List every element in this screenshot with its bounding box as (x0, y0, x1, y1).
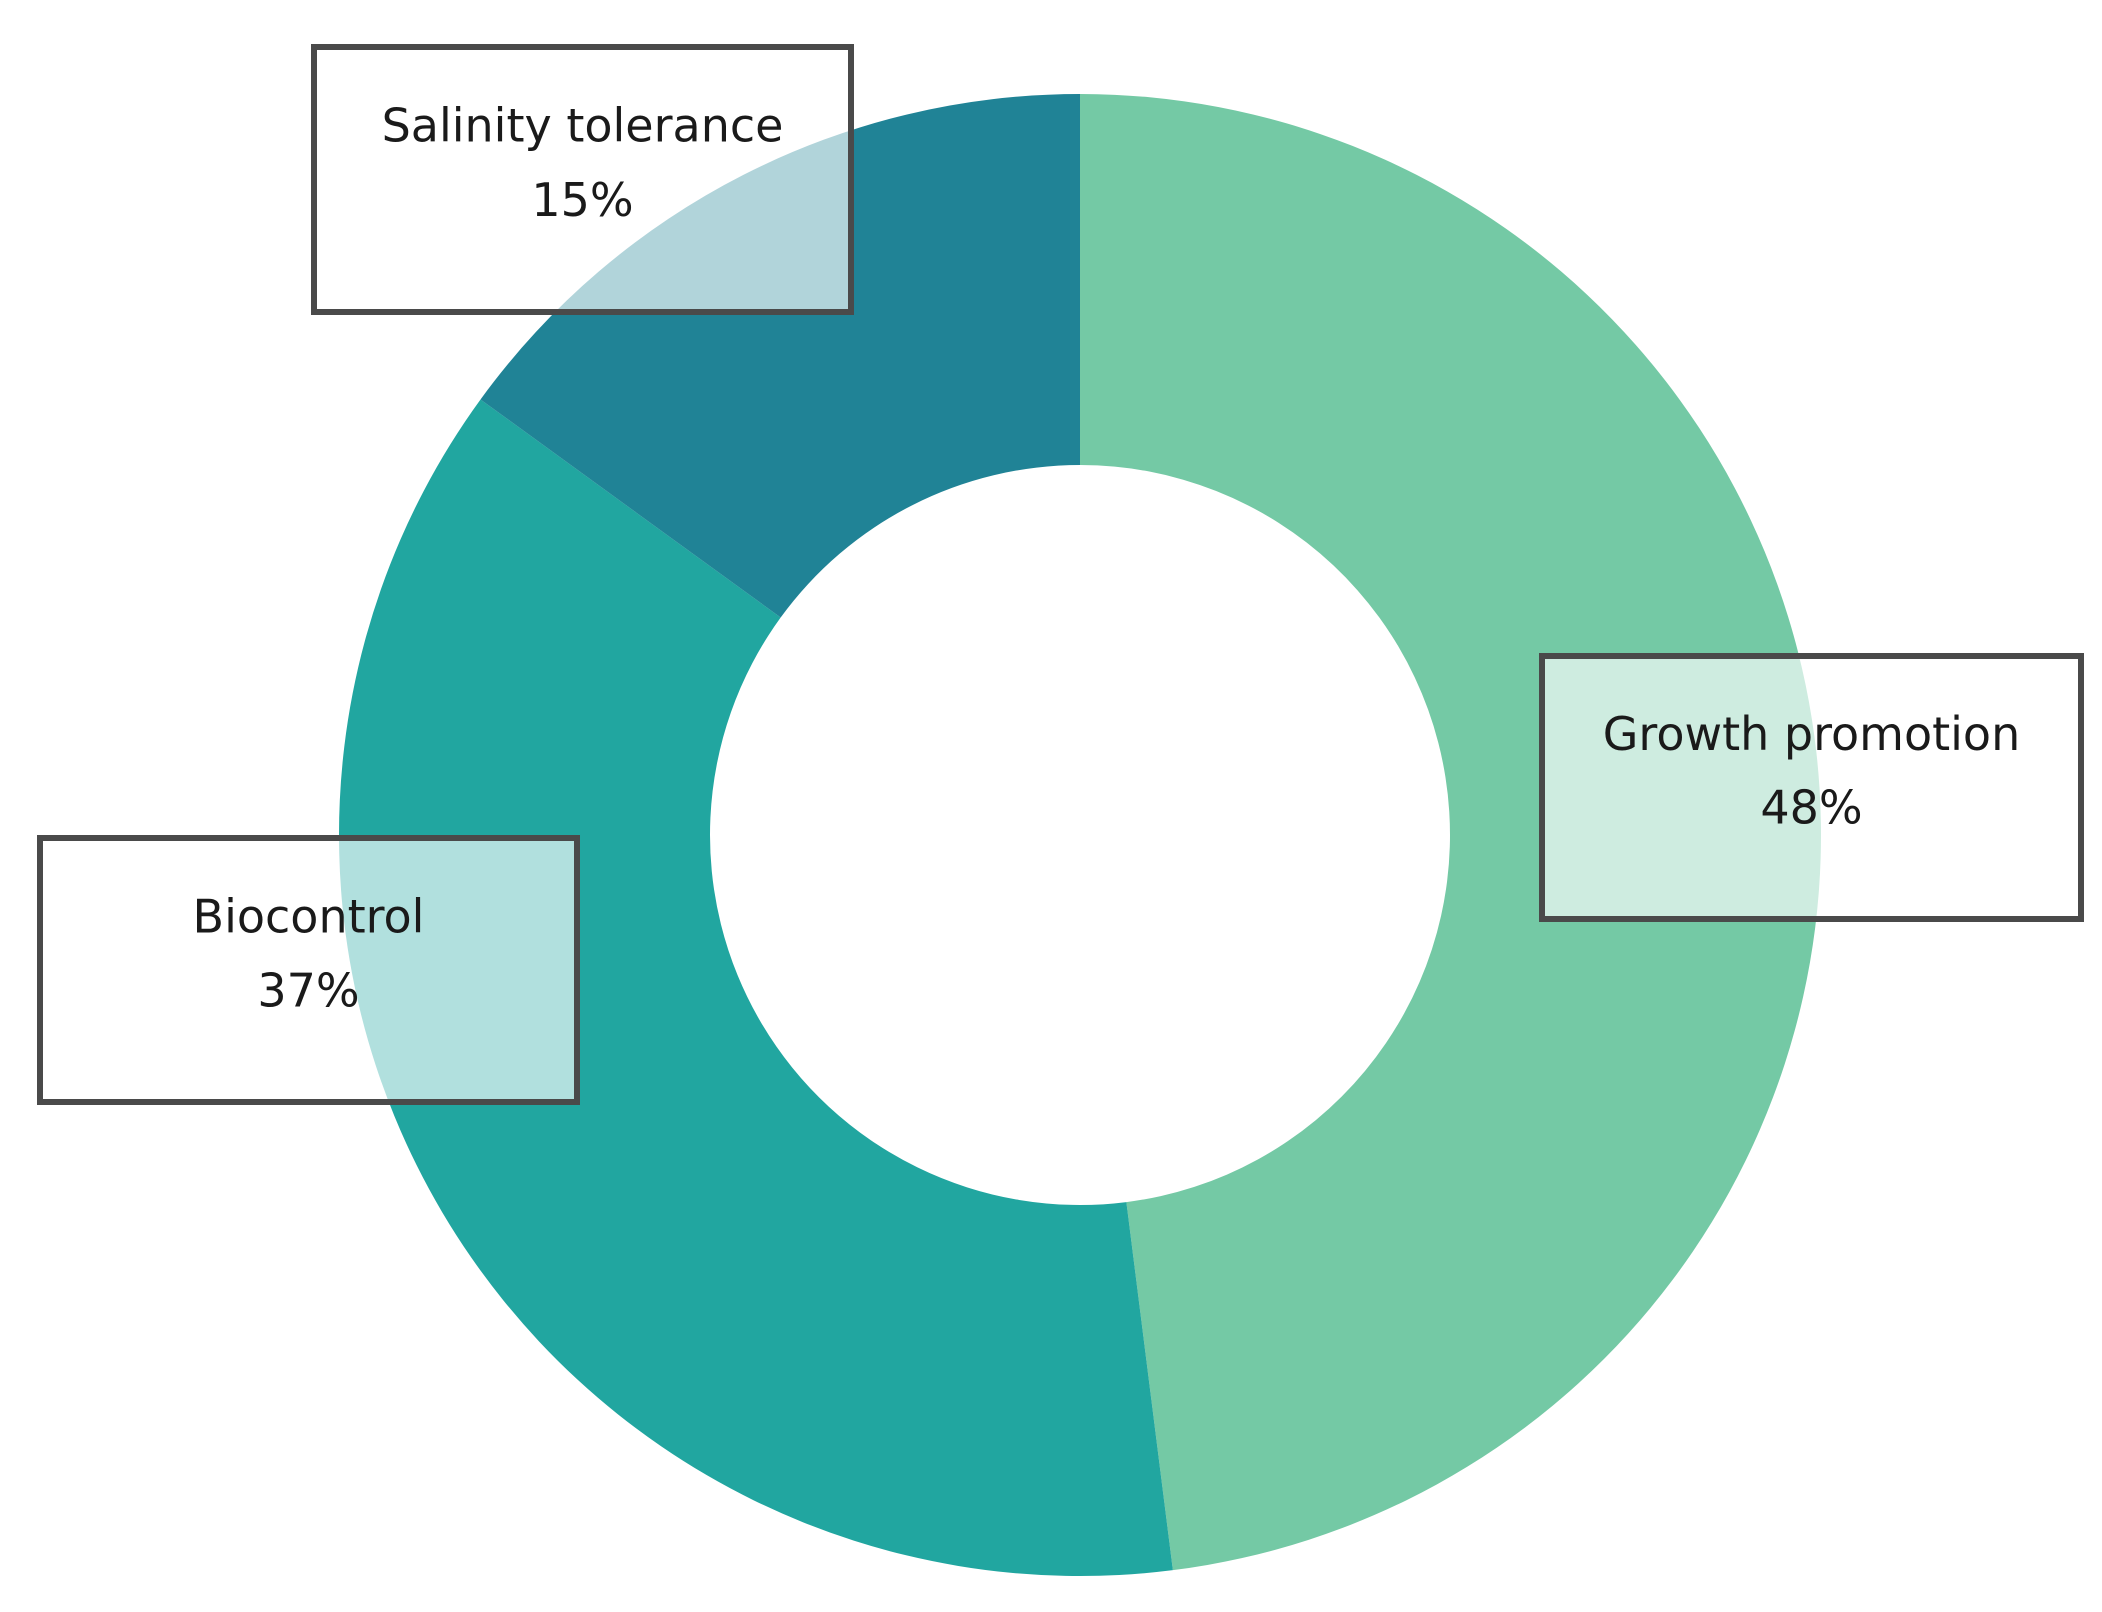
donut-segment (480, 94, 1080, 618)
value-label: 48% (1760, 781, 1862, 835)
label-box: Biocontrol 37% (37, 835, 580, 1105)
category-label: Salinity tolerance (382, 99, 784, 153)
label-frame (311, 44, 854, 315)
label-box: Growth promotion 48% (1539, 653, 2084, 922)
value-label: 37% (257, 963, 359, 1017)
category-label: Growth promotion (1603, 707, 2020, 761)
label-frame (1539, 653, 2084, 922)
label-box: Salinity tolerance 15% (311, 44, 854, 315)
category-label: Biocontrol (193, 889, 425, 943)
value-label: 15% (531, 173, 633, 227)
donut-segment (1080, 94, 1821, 1571)
label-frame (37, 835, 580, 1105)
donut-segment (339, 399, 1173, 1576)
